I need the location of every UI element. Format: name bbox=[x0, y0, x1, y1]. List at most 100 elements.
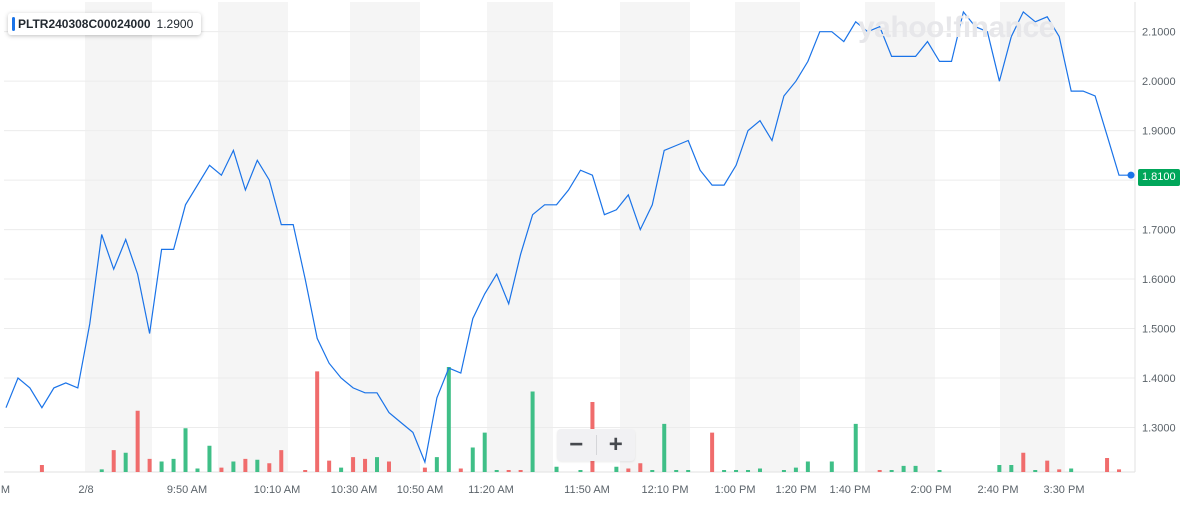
volume-bar bbox=[1021, 452, 1026, 472]
x-tick-label: M bbox=[1, 484, 10, 496]
zoom-out-button[interactable]: − bbox=[569, 431, 584, 458]
y-tick-label: 1.6000 bbox=[1142, 274, 1176, 286]
volume-bar bbox=[722, 470, 727, 472]
volume-bar bbox=[1117, 469, 1122, 472]
volume-bar bbox=[39, 465, 44, 472]
volume-bar bbox=[614, 466, 619, 472]
y-tick-label: 1.4000 bbox=[1142, 373, 1176, 385]
volume-bar bbox=[901, 465, 906, 472]
volume-bar bbox=[781, 470, 786, 472]
price-line bbox=[5, 10, 1131, 465]
x-tick-label: 10:10 AM bbox=[254, 484, 300, 496]
volume-bar bbox=[686, 470, 691, 472]
volume-bar bbox=[1057, 469, 1062, 472]
volume-bar bbox=[913, 465, 918, 472]
x-tick-label: 1:00 PM bbox=[715, 484, 756, 496]
zoom-in-button[interactable]: + bbox=[608, 431, 623, 458]
volume-bar bbox=[255, 459, 260, 472]
volume-bar bbox=[458, 468, 463, 472]
legend-swatch bbox=[12, 17, 15, 31]
volume-bar bbox=[375, 457, 380, 472]
volume-bar bbox=[363, 458, 368, 472]
volume-bar bbox=[207, 445, 212, 472]
volume-bar bbox=[482, 432, 487, 472]
volume-bar bbox=[1033, 470, 1038, 472]
volume-bar bbox=[734, 470, 739, 472]
volume-bar bbox=[1045, 460, 1050, 472]
volume-bar bbox=[315, 371, 320, 472]
zoom-divider bbox=[595, 435, 597, 455]
time-band-1 bbox=[218, 2, 288, 472]
volume-bar bbox=[231, 461, 236, 472]
legend-symbol: PLTR240308C00024000 bbox=[18, 17, 151, 31]
y-tick-label: 1.5000 bbox=[1142, 324, 1176, 336]
volume-bar bbox=[829, 461, 834, 472]
volume-bar bbox=[111, 450, 116, 472]
volume-bar bbox=[626, 468, 631, 472]
volume-bar bbox=[494, 470, 499, 472]
legend-value: 1.2900 bbox=[156, 17, 194, 31]
volume-bar bbox=[422, 467, 427, 472]
volume-bar bbox=[506, 470, 511, 472]
volume-bar bbox=[327, 460, 332, 472]
volume-bar bbox=[386, 461, 391, 472]
x-tick-label: 11:50 AM bbox=[564, 484, 610, 496]
volume-bar bbox=[937, 470, 942, 472]
volume-bar bbox=[446, 367, 451, 472]
volume-bar bbox=[554, 466, 559, 472]
volume-bar bbox=[638, 463, 643, 472]
x-tick-label: 10:50 AM bbox=[397, 484, 443, 496]
volume-bar bbox=[662, 423, 667, 472]
volume-bar bbox=[1069, 468, 1074, 472]
volume-bar bbox=[877, 470, 882, 472]
volume-bar bbox=[1009, 465, 1014, 472]
x-tick-label: 1:40 PM bbox=[830, 484, 871, 496]
volume-bar bbox=[303, 470, 308, 472]
volume-bar bbox=[195, 468, 200, 472]
x-tick-label: 9:50 AM bbox=[167, 484, 207, 496]
volume-bar bbox=[710, 432, 715, 472]
volume-bar bbox=[434, 457, 439, 472]
volume-bar bbox=[853, 423, 858, 472]
time-band-7 bbox=[1000, 2, 1065, 472]
volume-bar bbox=[219, 467, 224, 472]
volume-bar bbox=[159, 461, 164, 472]
volume-bar bbox=[518, 470, 523, 472]
volume-bar bbox=[351, 457, 356, 472]
y-tick-label: 1.3000 bbox=[1142, 422, 1176, 434]
volume-bar bbox=[123, 452, 128, 472]
yahoo-finance-watermark: yahoo!finance bbox=[858, 11, 1055, 44]
volume-bar bbox=[470, 447, 475, 472]
time-band-3 bbox=[487, 2, 553, 472]
time-band-4 bbox=[620, 2, 690, 472]
x-tick-label: 2/8 bbox=[78, 484, 93, 496]
x-tick-label: 1:20 PM bbox=[776, 484, 817, 496]
x-tick-label: 3:30 PM bbox=[1044, 484, 1085, 496]
volume-bar bbox=[650, 470, 655, 472]
time-band-5 bbox=[735, 2, 800, 472]
y-tick-label: 2.1000 bbox=[1142, 27, 1176, 39]
last-price-marker bbox=[1127, 171, 1135, 179]
volume-bar bbox=[339, 467, 344, 472]
volume-bar bbox=[674, 470, 679, 472]
volume-bar bbox=[171, 458, 176, 472]
volume-bar bbox=[243, 458, 248, 472]
volume-bar bbox=[183, 428, 188, 472]
volume-bar bbox=[135, 410, 140, 472]
volume-bar bbox=[99, 469, 104, 472]
volume-bar bbox=[805, 461, 810, 472]
volume-bar bbox=[997, 465, 1002, 472]
time-band-0 bbox=[85, 2, 152, 472]
x-tick-label: 10:30 AM bbox=[331, 484, 377, 496]
time-band-2 bbox=[350, 2, 420, 472]
volume-bar bbox=[889, 470, 894, 472]
time-band-6 bbox=[865, 2, 935, 472]
x-tick-label: 2:00 PM bbox=[911, 484, 952, 496]
legend[interactable]: PLTR240308C00024000 1.2900 bbox=[8, 13, 202, 35]
zoom-controls: − + bbox=[557, 429, 635, 461]
x-tick-label: 2:40 PM bbox=[978, 484, 1019, 496]
volume-bar bbox=[267, 463, 272, 472]
x-tick-label: 12:10 PM bbox=[641, 484, 688, 496]
last-price-label: 1.8100 bbox=[1138, 169, 1180, 186]
